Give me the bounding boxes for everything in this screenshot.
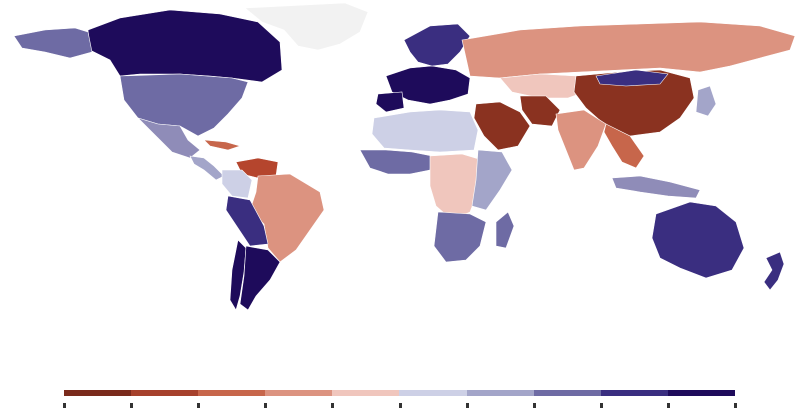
- region-north-africa: [371, 109, 479, 153]
- region-japan: [695, 85, 717, 117]
- region-southern-africa: [433, 211, 487, 263]
- legend-tick: [197, 403, 201, 408]
- region-greenland: [244, 2, 369, 51]
- region-mongolia: [595, 69, 669, 87]
- region-indonesia: [611, 175, 701, 199]
- region-central-america: [189, 155, 225, 181]
- legend-tick: [599, 403, 603, 408]
- legend-tick: [63, 403, 66, 408]
- legend-swatch: [332, 390, 400, 396]
- legend-swatch: [198, 390, 266, 396]
- legend-swatch: [600, 390, 668, 396]
- region-argentina: [239, 245, 281, 311]
- region-alaska: [13, 27, 93, 59]
- legend-tick: [734, 403, 737, 408]
- region-west-africa: [359, 149, 433, 175]
- region-peru-bolivia: [225, 195, 269, 247]
- region-usa: [119, 73, 249, 137]
- legend-tick: [264, 403, 268, 408]
- legend-tick: [666, 403, 670, 408]
- region-cuba: [203, 139, 242, 151]
- region-scandinavia: [403, 23, 471, 67]
- region-iran: [519, 95, 561, 127]
- legend-tick: [465, 403, 469, 408]
- color-legend: [64, 390, 735, 396]
- legend-swatch: [265, 390, 333, 396]
- legend-swatch: [466, 390, 534, 396]
- region-middle-east: [473, 101, 531, 151]
- legend-swatch: [533, 390, 601, 396]
- region-colombia: [221, 169, 253, 199]
- region-new-zealand: [763, 251, 785, 291]
- region-mexico: [137, 117, 201, 159]
- legend-swatch: [131, 390, 199, 396]
- legend-ticks: [63, 403, 737, 408]
- region-madagascar: [495, 211, 515, 249]
- legend-tick: [130, 403, 134, 408]
- legend-swatch: [399, 390, 467, 396]
- region-china: [573, 69, 695, 137]
- legend-tick: [398, 403, 402, 408]
- legend-swatch: [64, 390, 132, 396]
- region-australia: [651, 201, 745, 279]
- region-east-africa: [471, 149, 513, 211]
- region-canada: [87, 9, 283, 83]
- legend-swatch: [667, 390, 735, 396]
- region-iberia: [375, 91, 405, 113]
- legend-tick: [532, 403, 536, 408]
- legend-tick: [331, 403, 335, 408]
- region-southeast-asia: [603, 123, 645, 169]
- region-india: [555, 109, 607, 171]
- region-russia: [461, 21, 796, 79]
- region-central-africa: [429, 153, 483, 221]
